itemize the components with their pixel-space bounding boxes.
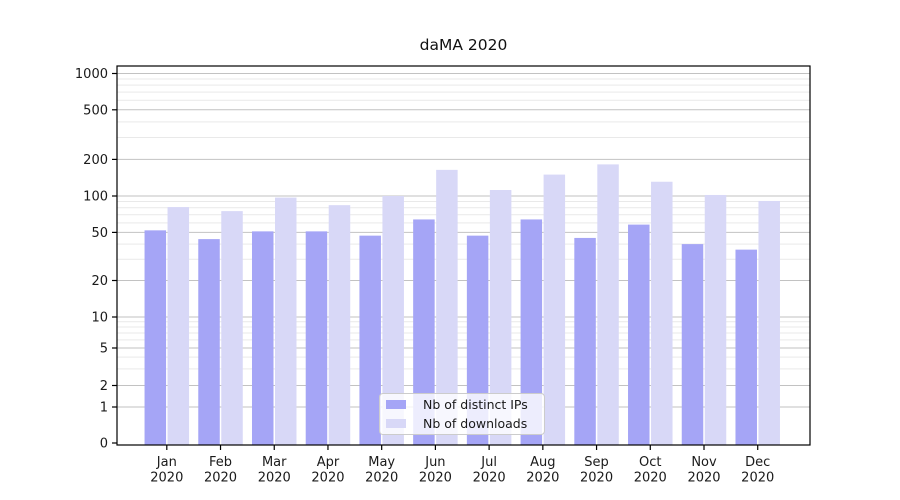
x-tick-label-jan: Jan 2020 <box>150 455 183 486</box>
bar-distinct-ips-nov <box>681 244 704 445</box>
bar-distinct-ips-jul <box>466 235 489 445</box>
bar-downloads-aug <box>543 174 566 445</box>
x-tick-label-mar: Mar 2020 <box>258 455 291 486</box>
x-tick-label-apr: Apr 2020 <box>311 455 344 486</box>
legend-item-downloads: Nb of downloads <box>386 416 544 431</box>
legend-swatch-downloads <box>386 418 406 428</box>
y-tick-label: 50 <box>91 226 108 241</box>
y-tick-label: 0 <box>100 437 108 452</box>
bar-downloads-mar <box>274 197 297 445</box>
bar-downloads-jan <box>167 207 190 445</box>
x-tick-label-sep: Sep 2020 <box>580 455 613 486</box>
bar-downloads-feb <box>221 211 243 445</box>
x-tick-label-jul: Jul 2020 <box>473 455 506 486</box>
bar-distinct-ips-feb <box>198 239 220 445</box>
legend-swatch-distinct-ips <box>386 400 406 410</box>
axes-frame <box>116 65 811 446</box>
legend-item-distinct-ips: Nb of distinct IPs <box>386 397 544 412</box>
x-tick-label-nov: Nov 2020 <box>687 455 720 486</box>
y-tick-label: 2 <box>100 379 108 394</box>
x-tick-label-aug: Aug 2020 <box>526 455 559 486</box>
bar-distinct-ips-oct <box>628 224 650 445</box>
y-tick-label: 200 <box>83 153 108 168</box>
bar-distinct-ips-dec <box>735 249 757 445</box>
x-tick-label-may: May 2020 <box>365 455 398 486</box>
bar-distinct-ips-sep <box>574 237 596 445</box>
bar-distinct-ips-jun <box>413 219 435 445</box>
x-tick-label-feb: Feb 2020 <box>204 455 237 486</box>
bar-downloads-oct <box>651 181 673 445</box>
legend-label-downloads: Nb of downloads <box>423 415 528 431</box>
bar-distinct-ips-aug <box>520 219 543 445</box>
bar-distinct-ips-apr <box>305 231 328 445</box>
bar-downloads-nov <box>704 194 727 445</box>
bar-distinct-ips-mar <box>251 231 274 445</box>
bar-downloads-apr <box>328 205 351 445</box>
y-tick-label: 5 <box>100 342 108 357</box>
bar-downloads-jul <box>489 190 512 445</box>
bar-distinct-ips-jan <box>144 230 167 445</box>
y-tick-label: 100 <box>83 190 108 205</box>
y-tick-label: 1000 <box>75 67 108 82</box>
x-tick-label-oct: Oct 2020 <box>634 455 667 486</box>
y-tick-label: 500 <box>83 103 108 118</box>
bar-downloads-dec <box>758 200 780 445</box>
legend-label-distinct-ips: Nb of distinct IPs <box>423 397 528 413</box>
chart-title: daMA 2020 <box>419 36 508 54</box>
bar-downloads-may <box>382 196 404 445</box>
y-tick-label: 20 <box>91 274 108 289</box>
x-tick-label-jun: Jun 2020 <box>419 455 452 486</box>
bar-distinct-ips-may <box>359 235 381 445</box>
y-tick-label: 10 <box>91 311 108 326</box>
y-tick-label: 1 <box>100 401 108 416</box>
legend: Nb of distinct IPs Nb of downloads <box>379 393 545 435</box>
x-tick-label-dec: Dec 2020 <box>741 455 774 486</box>
bar-downloads-jun <box>436 169 458 446</box>
bar-downloads-sep <box>597 164 619 445</box>
